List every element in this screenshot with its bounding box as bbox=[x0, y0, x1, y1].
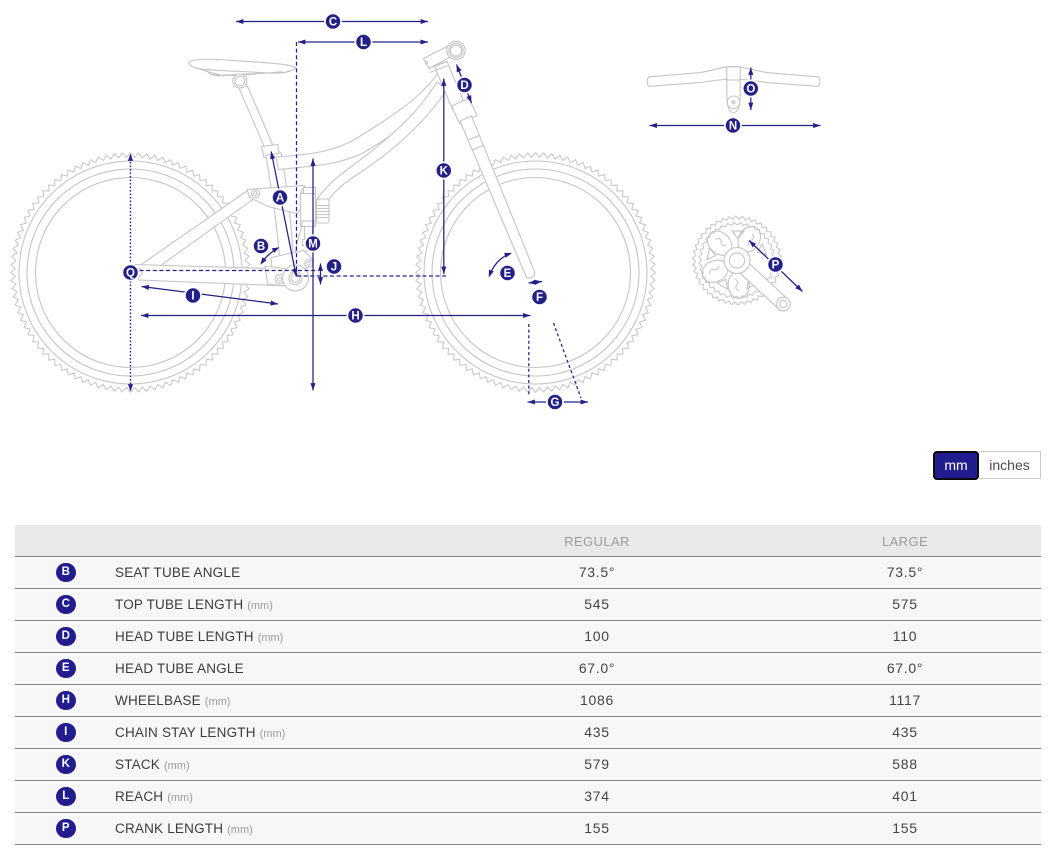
svg-text:I: I bbox=[191, 291, 194, 303]
svg-text:O: O bbox=[746, 84, 755, 96]
svg-text:L: L bbox=[360, 37, 367, 49]
svg-text:C: C bbox=[329, 17, 337, 29]
svg-text:A: A bbox=[276, 193, 284, 205]
svg-text:N: N bbox=[729, 121, 737, 133]
svg-text:H: H bbox=[351, 311, 359, 323]
svg-text:K: K bbox=[440, 166, 449, 178]
svg-text:E: E bbox=[504, 268, 512, 280]
svg-text:J: J bbox=[331, 262, 337, 274]
svg-text:P: P bbox=[772, 260, 780, 272]
svg-text:M: M bbox=[308, 239, 318, 251]
svg-text:F: F bbox=[536, 292, 543, 304]
svg-text:Q: Q bbox=[126, 268, 135, 280]
svg-text:B: B bbox=[257, 241, 265, 253]
svg-text:D: D bbox=[460, 80, 468, 92]
svg-text:G: G bbox=[551, 397, 560, 409]
